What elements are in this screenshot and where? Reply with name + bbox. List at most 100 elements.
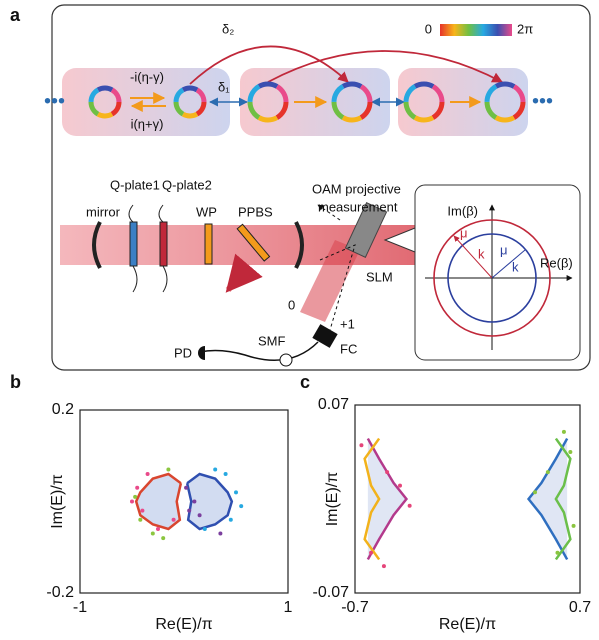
ppbs bbox=[236, 223, 271, 262]
data-point bbox=[223, 472, 228, 477]
setup-label: OAM projective bbox=[312, 181, 401, 196]
inset-frame bbox=[414, 184, 581, 361]
data-point bbox=[571, 523, 576, 528]
coupler bbox=[312, 324, 338, 348]
arrow bbox=[189, 45, 349, 85]
oam-ring bbox=[173, 85, 207, 119]
oam-ring bbox=[331, 81, 373, 123]
panel-label: a bbox=[10, 5, 21, 25]
arrow bbox=[225, 253, 263, 293]
data-point bbox=[568, 450, 573, 454]
setup-label: PD bbox=[174, 345, 192, 360]
oam-ring bbox=[247, 81, 289, 123]
slm bbox=[344, 202, 388, 258]
plot-frame bbox=[79, 409, 289, 594]
data-point bbox=[385, 470, 390, 475]
setup-label: measurement bbox=[318, 199, 398, 214]
x-tick-label: 0.7 bbox=[569, 599, 591, 616]
setup-label: PPBS bbox=[238, 204, 273, 219]
data-point bbox=[533, 490, 537, 495]
arrow bbox=[491, 249, 526, 279]
ellipsis: ••• bbox=[532, 90, 553, 112]
x-tick-label: 1 bbox=[284, 599, 293, 616]
oam-ring bbox=[247, 81, 289, 123]
arrow bbox=[317, 204, 341, 221]
setup: mirror Q-plate1 Q-plate2 WP PPBS OAM pro… bbox=[60, 177, 420, 367]
oam-ring bbox=[88, 85, 122, 119]
setup-label: WP bbox=[196, 204, 217, 219]
data-point bbox=[197, 513, 202, 518]
oam-ring bbox=[88, 85, 122, 119]
plot-frame bbox=[354, 404, 581, 594]
panel-label: b bbox=[10, 372, 21, 392]
data-point bbox=[135, 485, 140, 490]
colorbar-max: 2π bbox=[517, 21, 533, 36]
setup-label: Q-plate1 bbox=[110, 177, 160, 192]
oam-ring bbox=[88, 85, 122, 119]
data-point bbox=[184, 485, 189, 490]
data-point bbox=[166, 467, 171, 472]
axis-label: Re(β) bbox=[540, 255, 573, 270]
oam-ring bbox=[331, 81, 373, 123]
data-point bbox=[359, 443, 364, 448]
setup-label: +1 bbox=[340, 316, 355, 331]
setup-label: 0 bbox=[288, 297, 295, 312]
oam-ring bbox=[331, 81, 373, 123]
data-point bbox=[228, 517, 233, 522]
y-axis-label: Im(E)/π bbox=[49, 474, 66, 529]
beam bbox=[300, 240, 360, 322]
data-point bbox=[213, 467, 218, 472]
oam-ring bbox=[403, 81, 445, 123]
setup-label: SLM bbox=[366, 269, 393, 284]
colorbar-min: 0 bbox=[425, 21, 432, 36]
data-point bbox=[156, 526, 160, 531]
lattice: ••• ••• δ₂ δ₁ -i(η-γ) i(η+γ) bbox=[44, 21, 553, 136]
x-tick-label: -1 bbox=[73, 599, 87, 616]
oam-ring bbox=[403, 81, 445, 123]
fiber bbox=[199, 341, 319, 361]
inset-label: k bbox=[478, 246, 485, 261]
cable bbox=[128, 204, 168, 293]
oam-ring bbox=[331, 81, 373, 123]
colorbar bbox=[440, 24, 512, 36]
x-axis-label: Re(E)/π bbox=[439, 616, 496, 633]
oam-ring bbox=[403, 81, 445, 123]
data-point bbox=[192, 499, 197, 504]
waveplate bbox=[204, 223, 213, 265]
data-point bbox=[130, 499, 134, 504]
oam-ring bbox=[173, 85, 207, 119]
setup-label: FC bbox=[340, 341, 357, 356]
inset-label: k bbox=[512, 259, 519, 274]
detector bbox=[198, 346, 205, 360]
data-point bbox=[545, 470, 550, 475]
coupling-label: -i(η-γ) bbox=[130, 69, 164, 84]
oam-ring bbox=[173, 85, 207, 119]
path bbox=[319, 244, 356, 331]
y-tick-label: 0.2 bbox=[52, 401, 74, 418]
inset: Im(β) Re(β) μ μ k k bbox=[383, 184, 581, 361]
curve bbox=[526, 437, 569, 561]
panel-frame bbox=[51, 4, 591, 371]
oam-ring bbox=[484, 81, 526, 123]
circle bbox=[433, 219, 551, 337]
q-plate bbox=[159, 221, 168, 267]
arrow bbox=[453, 235, 493, 279]
inset-label: μ bbox=[460, 225, 468, 240]
data-point bbox=[187, 508, 192, 513]
data-point bbox=[369, 550, 374, 555]
y-tick-label: 0.07 bbox=[318, 396, 349, 413]
oam-ring bbox=[403, 81, 445, 123]
setup-label: mirror bbox=[86, 204, 121, 219]
y-tick-label: -0.07 bbox=[313, 584, 350, 601]
q-plate bbox=[129, 221, 138, 267]
data-point bbox=[133, 494, 138, 499]
data-point bbox=[555, 550, 560, 555]
oam-ring bbox=[173, 85, 207, 119]
data-point bbox=[561, 429, 566, 434]
panel-label: c bbox=[300, 372, 310, 392]
data-point bbox=[171, 517, 176, 522]
data-point bbox=[218, 531, 223, 536]
coupling-label: i(η+γ) bbox=[131, 116, 164, 131]
oam-ring bbox=[247, 81, 289, 123]
